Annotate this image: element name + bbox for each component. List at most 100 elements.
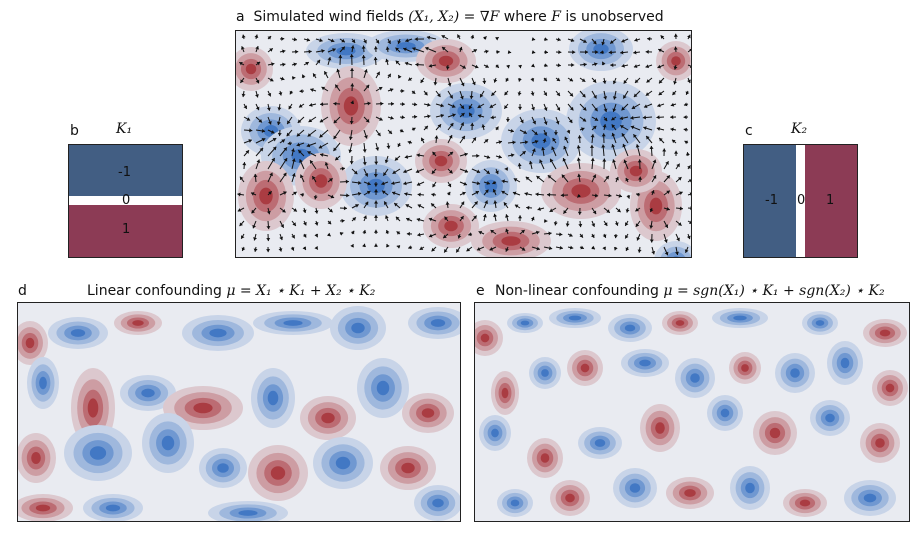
kernel-k1-value-neg: -1 [118, 165, 131, 180]
wind-arrow-head [611, 144, 616, 148]
wind-arrow-head [324, 71, 328, 75]
wind-arrow-head [307, 151, 312, 155]
wind-arrow-head [553, 132, 558, 136]
wind-arrow-head [578, 223, 583, 228]
wind-arrow-head [241, 34, 246, 38]
wind-arrow-head [243, 105, 248, 109]
wind-arrow-head [625, 209, 630, 213]
wind-arrow-head [603, 108, 608, 112]
wind-arrow-head [333, 101, 337, 106]
wind-arrow-head [489, 247, 494, 251]
kernel-k2-title: K₂ [791, 121, 808, 137]
contour-level [105, 504, 121, 512]
wind-arrow-head [683, 102, 688, 107]
wind-arrow-head [486, 170, 490, 174]
wind-arrow-head [291, 158, 296, 162]
wind-arrow-head [252, 224, 257, 229]
wind-arrow-head [484, 200, 488, 205]
wind-arrow-head [475, 190, 479, 195]
wind-arrow-head [462, 65, 466, 69]
wind-arrow-head [548, 246, 553, 251]
wind-arrow-head [556, 92, 560, 96]
wind-arrow-head [329, 208, 333, 213]
wind-arrow-head [259, 147, 264, 152]
wind-arrow-head [505, 228, 510, 233]
wind-arrow-head [449, 151, 454, 156]
kernel-k2-positive-region [805, 145, 857, 257]
nonlinear-field-contours [475, 308, 908, 517]
contour-level [270, 466, 286, 480]
wind-arrow-head [321, 86, 326, 91]
wind-arrow-head [269, 48, 273, 52]
wind-arrow-head [581, 93, 586, 98]
wind-arrow-head [492, 189, 497, 193]
wind-arrow-head [633, 93, 638, 98]
wind-arrow-head [373, 229, 378, 233]
wind-arrow-head [458, 46, 463, 51]
contour-level [35, 504, 51, 512]
wind-arrow-head [557, 63, 561, 68]
wind-arrow-head [518, 64, 523, 69]
wind-arrow-head [316, 59, 321, 64]
wind-arrow-head [300, 192, 304, 197]
wind-arrow-head [278, 248, 283, 252]
wind-arrow-head [605, 175, 609, 180]
wind-arrow-head [460, 82, 465, 87]
wind-arrow-head [557, 37, 561, 42]
wind-arrow-head [363, 69, 368, 73]
wind-arrow-head [631, 105, 636, 110]
wind-arrow-head [563, 210, 567, 214]
wind-arrow-head [476, 247, 481, 251]
wind-arrow-head [276, 121, 281, 126]
wind-arrow-head [413, 102, 418, 107]
wind-arrow-head [255, 94, 259, 98]
wind-arrow-head [645, 92, 650, 96]
wind-arrow-head [602, 234, 607, 238]
contour-level [684, 489, 696, 497]
wind-arrow-head [383, 172, 387, 176]
wind-arrow-head [649, 208, 654, 213]
wind-arrow-head [504, 105, 508, 109]
wind-arrow-head [486, 181, 490, 185]
wind-arrow-head [543, 121, 548, 125]
wind-arrow-head [291, 148, 295, 152]
wind-arrow-head [338, 54, 343, 58]
wind-arrow-head [403, 47, 407, 52]
wind-arrow-head [556, 77, 561, 82]
wind-arrow-head [664, 251, 669, 256]
wind-arrow-head [637, 249, 642, 253]
wind-field-contours [236, 31, 691, 257]
wind-arrow-head [271, 62, 275, 67]
wind-arrow-head [293, 191, 297, 196]
wind-arrow-head [460, 105, 465, 109]
wind-arrow-head [510, 153, 515, 158]
wind-arrow-head [646, 79, 651, 83]
wind-arrow-head [613, 246, 618, 251]
contour-level [259, 187, 273, 205]
wind-arrow-head [612, 96, 617, 100]
wind-arrow-head [535, 230, 540, 235]
wind-arrow-head [327, 57, 332, 61]
nonlinear-confounding-field [475, 303, 909, 521]
wind-arrow-head [512, 140, 516, 145]
wind-arrow-head [388, 130, 393, 134]
wind-arrow-head [308, 49, 312, 54]
wind-arrow-head [396, 231, 401, 235]
wind-arrow-head [400, 128, 404, 133]
wind-arrow-head [684, 249, 689, 253]
contour-level [501, 387, 509, 399]
wind-arrow-head [633, 134, 637, 138]
wind-arrow-head [522, 151, 526, 155]
wind-arrow-head [677, 177, 682, 181]
wind-arrow-head [277, 107, 282, 111]
wind-arrow-head [261, 138, 266, 142]
wind-arrow-head [580, 245, 584, 250]
panel-e-letter: e [476, 283, 485, 299]
wind-arrow-head [603, 117, 608, 122]
wind-arrow-head [363, 215, 367, 220]
wind-arrow-head [482, 80, 487, 84]
contour-level [87, 398, 99, 418]
wind-arrow-head [394, 157, 399, 161]
wind-arrow-head [449, 169, 453, 174]
wind-arrow-head [659, 138, 663, 142]
